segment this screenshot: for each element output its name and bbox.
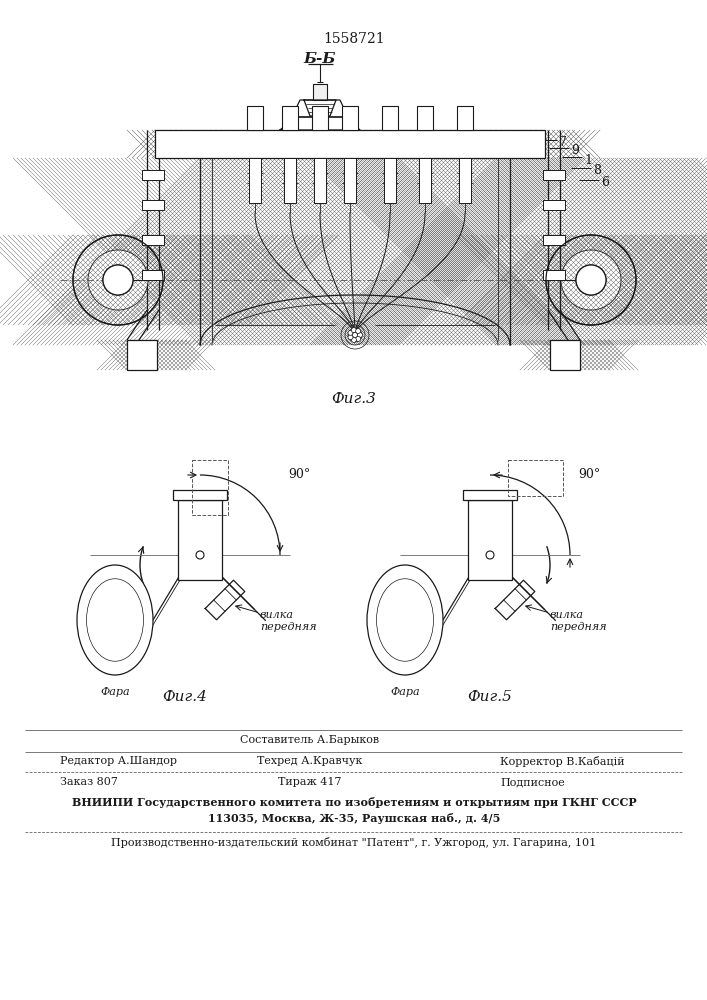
Text: Корректор В.Кабацій: Корректор В.Кабацій (500, 756, 624, 767)
Text: Составитель А.Барыков: Составитель А.Барыков (240, 735, 380, 745)
Text: Тираж 417: Тираж 417 (279, 777, 341, 787)
Circle shape (348, 335, 353, 340)
Bar (249, 158, 261, 203)
Bar (313, 84, 327, 100)
Bar (550, 340, 580, 370)
Text: 90°: 90° (288, 468, 310, 482)
Circle shape (351, 328, 356, 333)
Text: Техред А.Кравчук: Техред А.Кравчук (257, 756, 363, 766)
Circle shape (576, 265, 606, 295)
Bar (142, 270, 164, 280)
Bar (508, 460, 563, 496)
Bar (543, 170, 565, 180)
Text: Подписное: Подписное (500, 777, 565, 787)
Bar (127, 340, 157, 370)
Text: Производственно-издательский комбинат "Патент", г. Ужгород, ул. Гагарина, 101: Производственно-издательский комбинат "П… (112, 837, 597, 848)
Bar (543, 235, 565, 245)
Bar (178, 500, 222, 580)
Bar (312, 106, 328, 130)
Text: Фара: Фара (390, 687, 420, 697)
Text: 1: 1 (584, 153, 592, 166)
Bar (457, 106, 473, 130)
Text: Фиг.4: Фиг.4 (163, 690, 207, 704)
Text: вилка
передняя: вилка передняя (550, 610, 607, 632)
Bar (419, 158, 431, 203)
Bar (417, 106, 433, 130)
Bar (142, 170, 164, 180)
Text: 6: 6 (601, 176, 609, 190)
Text: 1558721: 1558721 (323, 32, 385, 46)
Bar (142, 200, 164, 210)
Bar (468, 500, 512, 580)
Circle shape (73, 235, 163, 325)
Bar (384, 158, 396, 203)
Bar (155, 130, 545, 158)
Circle shape (103, 265, 133, 295)
Bar (342, 106, 358, 130)
Text: 8: 8 (593, 164, 601, 178)
Bar (247, 106, 263, 130)
Text: Фара: Фара (100, 687, 130, 697)
Circle shape (356, 336, 361, 341)
Text: 90°: 90° (578, 468, 600, 482)
Ellipse shape (77, 565, 153, 675)
Bar (142, 235, 164, 245)
Bar (192, 460, 228, 515)
Bar (463, 490, 517, 500)
Bar (173, 490, 227, 500)
Bar (314, 158, 326, 203)
Circle shape (348, 330, 353, 335)
Text: Заказ 807: Заказ 807 (60, 777, 118, 787)
Text: Редактор А.Шандор: Редактор А.Шандор (60, 756, 177, 766)
Bar (284, 158, 296, 203)
Circle shape (103, 265, 133, 295)
Circle shape (356, 329, 361, 334)
Text: Фиг.3: Фиг.3 (332, 392, 376, 406)
Circle shape (351, 337, 356, 342)
Ellipse shape (367, 565, 443, 675)
Text: ВНИИПИ Государственного комитета по изобретениям и открытиям при ГКНГ СССР: ВНИИПИ Государственного комитета по изоб… (71, 797, 636, 808)
Circle shape (561, 250, 621, 310)
Text: вилка
передняя: вилка передняя (260, 610, 317, 632)
Circle shape (353, 332, 358, 338)
Bar (543, 270, 565, 280)
Circle shape (88, 250, 148, 310)
Circle shape (576, 265, 606, 295)
Circle shape (546, 235, 636, 325)
Text: Фиг.5: Фиг.5 (467, 690, 513, 704)
Bar (382, 106, 398, 130)
Text: 113035, Москва, Ж-35, Раушская наб., д. 4/5: 113035, Москва, Ж-35, Раушская наб., д. … (208, 813, 500, 824)
Bar (459, 158, 471, 203)
Bar (282, 106, 298, 130)
Bar (543, 200, 565, 210)
Text: 7: 7 (559, 136, 567, 149)
Bar (344, 158, 356, 203)
Circle shape (486, 551, 494, 559)
Text: 9: 9 (571, 144, 579, 157)
Circle shape (358, 332, 363, 338)
Text: Б-Б: Б-Б (304, 52, 337, 66)
Circle shape (196, 551, 204, 559)
